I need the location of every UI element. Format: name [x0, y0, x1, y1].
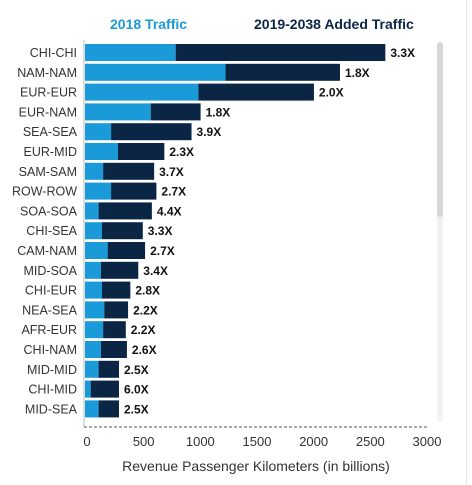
bar-2018-sam-sam	[85, 162, 104, 180]
category-label: AFR-EUR	[21, 323, 77, 337]
bar-added-sam-sam	[103, 162, 155, 180]
category-label: SAM-SAM	[19, 165, 77, 179]
category-label: CHI-SEA	[26, 224, 77, 238]
bar-2018-eur-eur	[85, 83, 199, 101]
bar-2018-chi-eur	[85, 281, 102, 299]
bar-2018-chi-mid	[85, 380, 91, 398]
category-label: NEA-SEA	[22, 303, 78, 317]
bar-2018-nam-nam	[85, 63, 226, 81]
category-label: MID-SOA	[24, 264, 78, 278]
bar-value-label: 2.8X	[135, 284, 160, 298]
plot-area: CHI-CHI 3.3X NAM-NAM 1.8X EUR-EUR 2.0X EUR-NAM…	[12, 40, 442, 449]
bar-value-label: 3.4X	[143, 264, 168, 278]
category-label: CAM-NAM	[17, 244, 77, 258]
bar-value-label: 6.0X	[124, 383, 149, 397]
bar-added-mid-soa	[100, 261, 139, 279]
bar-added-row-row	[111, 182, 157, 200]
bar-value-label: 1.8X	[206, 105, 231, 119]
bar-2018-chi-sea	[85, 222, 102, 240]
x-tick-label: 500	[133, 434, 155, 449]
scrollbar-track[interactable]	[437, 42, 443, 422]
bar-added-mid-sea	[98, 400, 119, 418]
bar-added-chi-mid	[90, 380, 119, 398]
bar-2018-afr-eur	[85, 321, 104, 339]
category-label: EUR-EUR	[20, 86, 77, 100]
bar-2018-eur-nam	[85, 103, 151, 121]
bar-added-afr-eur	[103, 321, 126, 339]
bar-value-label: 3.9X	[197, 125, 222, 139]
bar-2018-cam-nam	[85, 242, 108, 259]
x-tick-label: 3000	[413, 434, 442, 449]
category-label: CHI-MID	[28, 383, 77, 397]
category-label: CHI-NAM	[24, 343, 77, 357]
category-label: MID-SEA	[25, 402, 78, 416]
legend-2018-traffic: 2018 Traffic	[110, 16, 188, 32]
x-tick-label: 1500	[243, 434, 272, 449]
category-label: CHI-EUR	[25, 284, 77, 298]
bar-added-soa-soa	[98, 202, 152, 220]
bar-value-label: 2.3X	[169, 145, 194, 159]
bar-added-nea-sea	[104, 301, 129, 319]
category-label: SOA-SOA	[20, 204, 78, 218]
x-tick-label: 2000	[299, 434, 328, 449]
bar-value-label: 4.4X	[157, 204, 182, 218]
bar-value-label: 1.8X	[345, 66, 370, 80]
bar-added-nam-nam	[225, 63, 340, 81]
bar-added-eur-nam	[150, 103, 201, 121]
bar-value-label: 2.5X	[124, 402, 149, 416]
category-label: CHI-CHI	[30, 46, 77, 60]
x-axis-label: Revenue Passenger Kilometers (in billion…	[122, 458, 390, 474]
bar-value-label: 2.7X	[161, 185, 186, 199]
bar-2018-row-row	[85, 182, 112, 200]
bar-2018-mid-soa	[85, 261, 101, 279]
bar-value-label: 3.3X	[390, 46, 415, 60]
scrollbar-thumb[interactable]	[437, 42, 443, 217]
bar-2018-sea-sea	[85, 123, 112, 141]
bar-added-mid-mid	[98, 360, 119, 378]
bar-added-chi-chi	[175, 44, 386, 61]
panel-divider	[466, 0, 467, 485]
category-label: NAM-NAM	[17, 66, 77, 80]
bar-2018-nea-sea	[85, 301, 105, 319]
bar-added-chi-sea	[102, 222, 143, 240]
category-label: MID-MID	[27, 363, 77, 377]
category-label: SEA-SEA	[23, 125, 78, 139]
bar-value-label: 2.5X	[124, 363, 149, 377]
category-label: EUR-NAM	[19, 105, 77, 119]
bar-added-chi-eur	[102, 281, 131, 299]
bar-2018-mid-sea	[85, 400, 99, 418]
bar-2018-soa-soa	[85, 202, 99, 220]
category-label: ROW-ROW	[12, 185, 77, 199]
bar-value-label: 3.3X	[148, 224, 173, 238]
bar-2018-chi-nam	[85, 341, 101, 358]
bar-2018-mid-mid	[85, 360, 99, 378]
bar-value-label: 2.2X	[133, 303, 158, 317]
bar-added-eur-eur	[198, 83, 314, 101]
bar-value-label: 2.7X	[150, 244, 175, 258]
bar-value-label: 2.2X	[131, 323, 156, 337]
bar-value-label: 2.6X	[132, 343, 157, 357]
category-label: EUR-MID	[24, 145, 77, 159]
x-tick-label: 0	[83, 434, 90, 449]
bar-added-sea-sea	[111, 123, 192, 141]
bar-added-cam-nam	[107, 242, 146, 259]
bar-added-chi-nam	[100, 341, 127, 358]
legend-added-traffic: 2019-2038 Added Traffic	[254, 16, 414, 32]
bar-value-label: 2.0X	[319, 86, 344, 100]
bar-added-eur-mid	[117, 143, 165, 160]
bar-2018-eur-mid	[85, 143, 118, 160]
bar-2018-chi-chi	[85, 44, 176, 61]
x-tick-label: 1000	[186, 434, 215, 449]
bar-value-label: 3.7X	[159, 165, 184, 179]
x-tick-label: 2500	[356, 434, 385, 449]
